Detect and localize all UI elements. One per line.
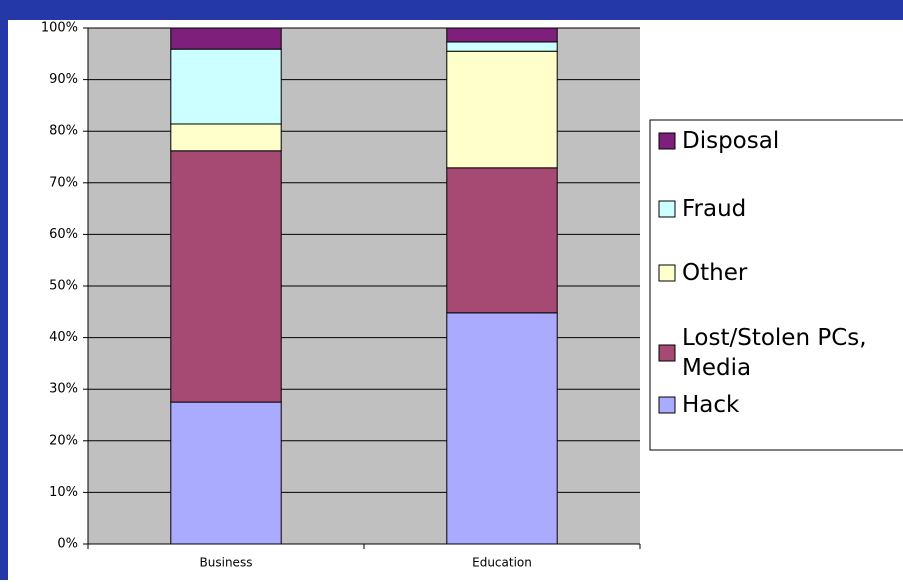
legend-box <box>649 119 903 451</box>
legend-swatch <box>658 132 676 150</box>
y-tick-label: 60% <box>49 227 78 242</box>
y-tick-label: 100% <box>41 21 78 36</box>
legend-label-box: Other <box>682 260 748 286</box>
bar-segment <box>446 41 558 52</box>
legend-label: Hack <box>682 392 740 418</box>
bar-segment <box>446 312 558 545</box>
y-tick-label: 40% <box>49 330 78 345</box>
legend-label-box: Disposal <box>682 128 780 154</box>
legend-swatch <box>658 200 676 218</box>
legend-swatch <box>658 396 676 414</box>
bar-segment <box>446 50 558 169</box>
bar-segment <box>170 401 282 545</box>
x-tick-label: Education <box>472 556 532 570</box>
legend-swatch <box>658 344 676 362</box>
legend-label-box: Lost/Stolen PCs, Media <box>682 325 867 381</box>
legend-label: Lost/Stolen PCs, Media <box>682 325 867 381</box>
y-tick-label: 0% <box>57 537 78 552</box>
y-tick-label: 20% <box>49 433 78 448</box>
legend-label: Disposal <box>682 128 780 154</box>
bar-segment <box>170 27 282 50</box>
legend-label: Other <box>682 260 748 286</box>
legend-swatch <box>658 264 676 282</box>
legend-label: Fraud <box>682 196 747 222</box>
y-tick-label: 10% <box>49 485 78 500</box>
bar-segment <box>446 167 558 314</box>
x-tick-label: Business <box>200 556 253 570</box>
y-tick-label: 70% <box>49 175 78 190</box>
bar-segment <box>446 27 558 43</box>
y-tick-label: 50% <box>49 279 78 294</box>
y-tick-label: 80% <box>49 124 78 139</box>
legend-label-box: Fraud <box>682 196 747 222</box>
y-tick-label: 30% <box>49 382 78 397</box>
bar-segment <box>170 123 282 152</box>
y-tick-label: 90% <box>49 72 78 87</box>
legend-label-box: Hack <box>682 392 740 418</box>
bar-segment <box>170 48 282 125</box>
bar-segment <box>170 150 282 403</box>
